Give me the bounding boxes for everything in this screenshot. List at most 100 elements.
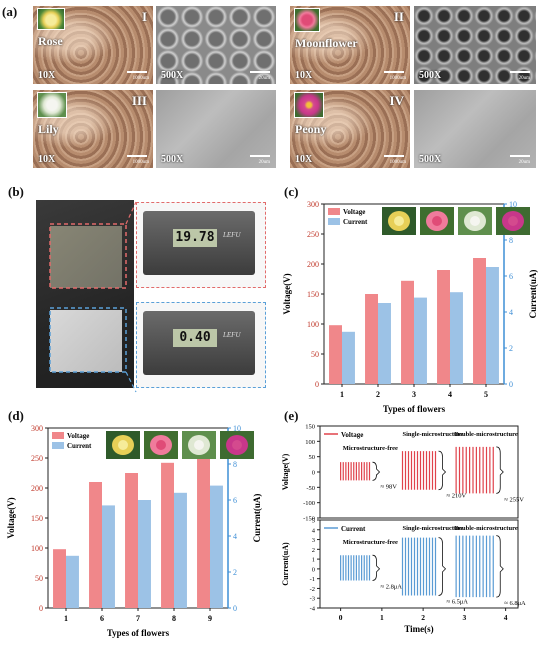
caliper-top-box: 19.78 LEFU bbox=[136, 202, 266, 288]
x-tick-label: 1 bbox=[380, 613, 384, 622]
group-label: Single-microstructure bbox=[403, 525, 464, 532]
x-tick-label: 4 bbox=[504, 613, 508, 622]
y-tick-label: 100 bbox=[31, 544, 43, 553]
current-bar bbox=[414, 297, 427, 384]
roman-numeral-ii: II bbox=[393, 9, 404, 24]
x-tick-label: 3 bbox=[463, 613, 467, 622]
moonflower-thumbnail-center bbox=[432, 216, 442, 226]
x-axis-label: Types of flowers bbox=[107, 628, 170, 638]
y-tick-label: 0 bbox=[315, 380, 319, 389]
magnification-label: 500X bbox=[161, 154, 184, 165]
x-tick-label: 2 bbox=[421, 613, 425, 622]
y-tick-label: 1 bbox=[312, 557, 315, 564]
moonflower-sem-image: 500X 20um bbox=[414, 6, 536, 84]
chart-c: 0 50 100 150 200 250 300 0 2 4 6 8 10 Voltage(V) Curre… bbox=[282, 200, 538, 414]
y2-tick-label: 2 bbox=[509, 344, 513, 353]
magnification-label: 10X bbox=[295, 70, 313, 81]
y-tick-label: 200 bbox=[31, 484, 43, 493]
y-tick-label: -3 bbox=[310, 596, 315, 603]
scale-label: 1000um bbox=[132, 76, 149, 81]
scale-bar bbox=[510, 155, 530, 157]
amplitude-annotation: ≈ 6.5μA bbox=[447, 598, 469, 605]
amplitude-brace bbox=[372, 461, 381, 481]
moonflower-thumbnail-center bbox=[156, 440, 166, 450]
voltage-bar bbox=[365, 294, 378, 384]
x-tick-label: 0 bbox=[339, 613, 343, 622]
y-tick-label: -50 bbox=[306, 485, 315, 492]
y-tick-label: 150 bbox=[305, 424, 315, 431]
amplitude-brace bbox=[438, 450, 447, 491]
x-axis-label: Types of flowers bbox=[383, 404, 446, 414]
voltage-bar bbox=[401, 280, 414, 384]
current-frame bbox=[319, 519, 519, 609]
current-signal-1 bbox=[401, 537, 437, 596]
peony-thumbnail-center bbox=[508, 216, 518, 226]
x-tick-label: 5 bbox=[484, 390, 488, 399]
panel-label-a: (a) bbox=[2, 4, 18, 19]
magnification-label: 500X bbox=[419, 70, 442, 81]
x-tick-label: 9 bbox=[208, 614, 212, 623]
caliper-display-top: 19.78 bbox=[173, 229, 217, 247]
legend-swatch-voltage bbox=[328, 208, 340, 215]
moonflower-label: Moonflower bbox=[295, 36, 358, 50]
voltage-bar bbox=[437, 270, 450, 384]
y-tick-label: 50 bbox=[309, 454, 316, 461]
voltage-bar bbox=[161, 462, 174, 608]
rose-optical-image: Rose I 10X 1000um bbox=[33, 6, 153, 84]
current-bar bbox=[138, 500, 151, 608]
scale-label: 20um bbox=[518, 160, 530, 165]
voltage-bar bbox=[473, 258, 486, 384]
scale-bar bbox=[250, 155, 270, 157]
y-tick-label: 150 bbox=[31, 514, 43, 523]
caliper-body: 0.40 LEFU bbox=[143, 311, 255, 375]
y-tick-label: 50 bbox=[311, 350, 319, 359]
scale-bar bbox=[384, 155, 404, 157]
legend-current: Current bbox=[67, 442, 92, 450]
moonflower-optical-image: Moonflower II 10X 1000um bbox=[290, 6, 410, 84]
current-bar bbox=[210, 485, 223, 608]
x-tick-label: 1 bbox=[64, 614, 68, 623]
voltage-bar bbox=[197, 454, 210, 608]
magnification-label: 10X bbox=[295, 154, 313, 165]
group-label: Double-microstructure bbox=[454, 525, 518, 532]
lily-sem-image: 500X 20um bbox=[156, 90, 276, 168]
roman-numeral-iv: IV bbox=[389, 93, 404, 108]
current-bar bbox=[174, 492, 187, 608]
amplitude-brace bbox=[438, 537, 447, 596]
amplitude-annotation: ≈ 6.8μA bbox=[504, 600, 526, 607]
y-tick-label: 3 bbox=[312, 537, 315, 544]
current-bar bbox=[66, 555, 79, 608]
y-tick-label: 0 bbox=[312, 566, 315, 573]
x-tick-label: 8 bbox=[172, 614, 176, 623]
y2-tick-label: 4 bbox=[233, 532, 237, 541]
caliper-body: 19.78 LEFU bbox=[143, 211, 255, 275]
magnification-label: 500X bbox=[161, 70, 184, 81]
roman-numeral-i: I bbox=[141, 9, 147, 24]
scale-label: 1000um bbox=[389, 76, 406, 81]
x-tick-label: 7 bbox=[136, 614, 140, 623]
voltage-signal-2 bbox=[455, 446, 494, 494]
scale-label: 20um bbox=[258, 76, 270, 81]
y2-tick-label: 0 bbox=[233, 604, 237, 613]
current-signal-0 bbox=[340, 555, 371, 581]
legend-label: Voltage bbox=[341, 431, 363, 439]
x-axis-label: Time(s) bbox=[404, 624, 433, 634]
magnification-label: 500X bbox=[419, 154, 442, 165]
chart-d: 0 50 100 150 200 250 300 0 2 4 6 8 10 Voltage(V) Curre… bbox=[6, 424, 262, 638]
rose-sem-image: 500X 20um bbox=[156, 6, 276, 84]
y2-tick-label: 6 bbox=[233, 496, 237, 505]
x-tick-label: 2 bbox=[376, 390, 380, 399]
amplitude-annotation: ≈ 2.8μA bbox=[381, 584, 403, 591]
y-tick-label: 150 bbox=[307, 290, 319, 299]
legend-voltage: Voltage bbox=[67, 432, 89, 440]
amplitude-brace bbox=[496, 446, 504, 494]
y-tick-label: 50 bbox=[35, 574, 43, 583]
group-label: Microstructure-free bbox=[343, 539, 398, 546]
y-tick-label: 100 bbox=[307, 320, 319, 329]
current-bar bbox=[378, 303, 391, 384]
y-axis-label: Voltage(V) bbox=[6, 497, 16, 538]
legend-voltage: Voltage bbox=[343, 208, 365, 216]
current-bar bbox=[342, 331, 355, 384]
y2-tick-label: 6 bbox=[509, 272, 513, 281]
rose-label: Rose bbox=[38, 34, 63, 48]
